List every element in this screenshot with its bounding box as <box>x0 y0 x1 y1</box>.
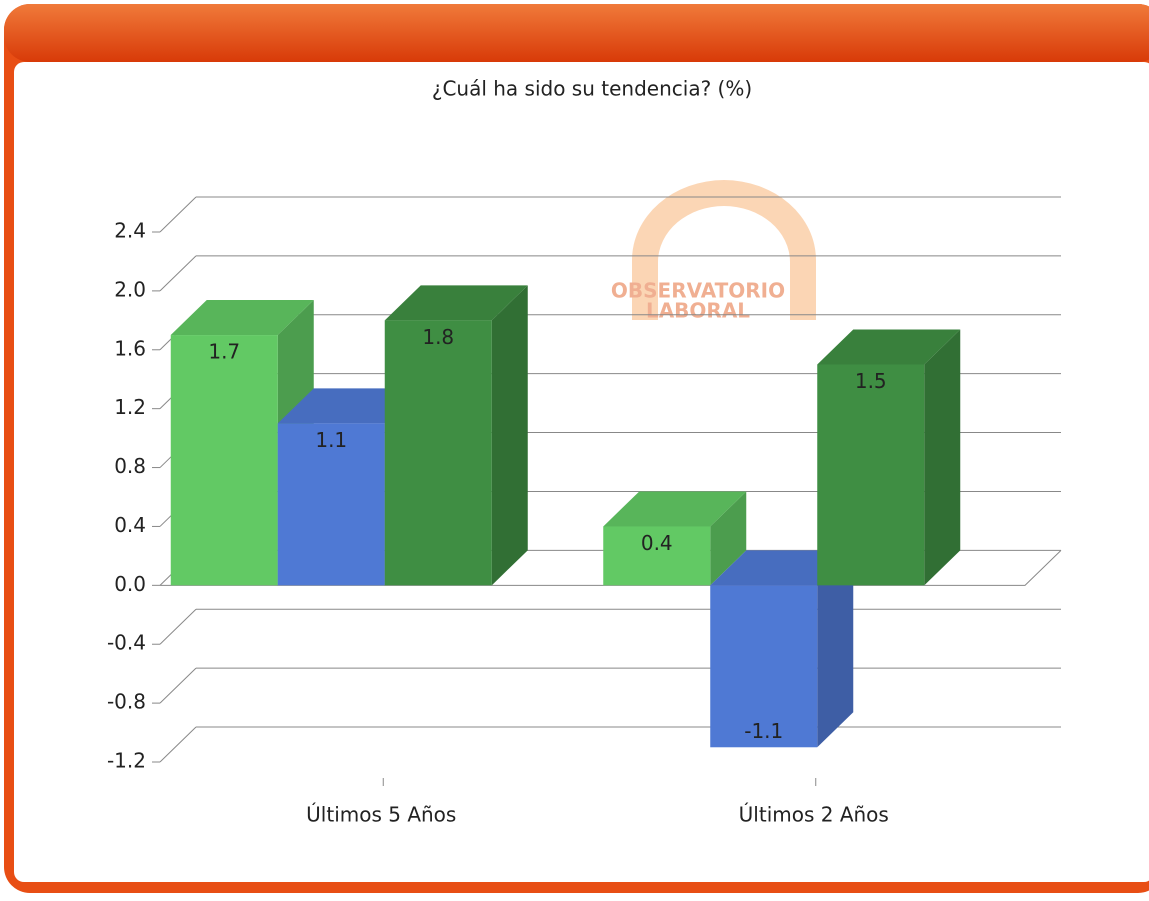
bar-top <box>384 285 528 321</box>
bar-top <box>603 491 747 527</box>
bar <box>170 335 278 586</box>
logo: OBSERVATORIO LABORAL <box>611 180 816 323</box>
bar <box>710 585 818 748</box>
logo-line2: LABORAL <box>646 299 750 323</box>
grid-line <box>159 726 197 763</box>
value-label: 0.4 <box>641 531 673 555</box>
panel <box>14 62 1149 882</box>
bar-side <box>491 285 528 586</box>
bar <box>277 423 385 586</box>
grid-line <box>159 255 197 292</box>
grid-line <box>159 667 197 704</box>
bar-top <box>170 300 314 336</box>
bar-side <box>710 491 747 586</box>
y-tick-label: 1.6 <box>114 336 146 360</box>
bar-side <box>817 550 854 748</box>
grid-line <box>159 608 197 645</box>
bar-top <box>817 329 961 365</box>
y-tick-label: 0.0 <box>114 572 146 596</box>
y-tick-label: -0.8 <box>107 690 146 714</box>
bar <box>384 320 492 586</box>
bar <box>817 364 925 586</box>
x-tick-label: Últimos 2 Años <box>739 803 889 827</box>
bar-side <box>924 329 961 586</box>
value-label: 1.5 <box>855 369 887 393</box>
y-tick-label: -1.2 <box>107 749 146 773</box>
y-tick-label: 2.0 <box>114 277 146 301</box>
grid-line <box>159 196 197 233</box>
value-label: 1.7 <box>208 340 240 364</box>
x-tick-label: Últimos 5 Años <box>306 803 456 827</box>
y-tick-label: -0.4 <box>107 631 146 655</box>
value-label: 1.8 <box>422 325 454 349</box>
y-tick-label: 1.2 <box>114 395 146 419</box>
chart-title: ¿Cuál ha sido su tendencia? (%) <box>432 77 752 101</box>
header-bar <box>4 4 1149 62</box>
y-tick-label: 2.4 <box>114 219 146 243</box>
y-tick-label: 0.8 <box>114 454 146 478</box>
bar <box>603 526 711 586</box>
value-label: -1.1 <box>744 719 783 743</box>
value-label: 1.1 <box>315 428 347 452</box>
logo-line1: OBSERVATORIO <box>611 279 785 303</box>
y-tick-label: 0.4 <box>114 513 146 537</box>
